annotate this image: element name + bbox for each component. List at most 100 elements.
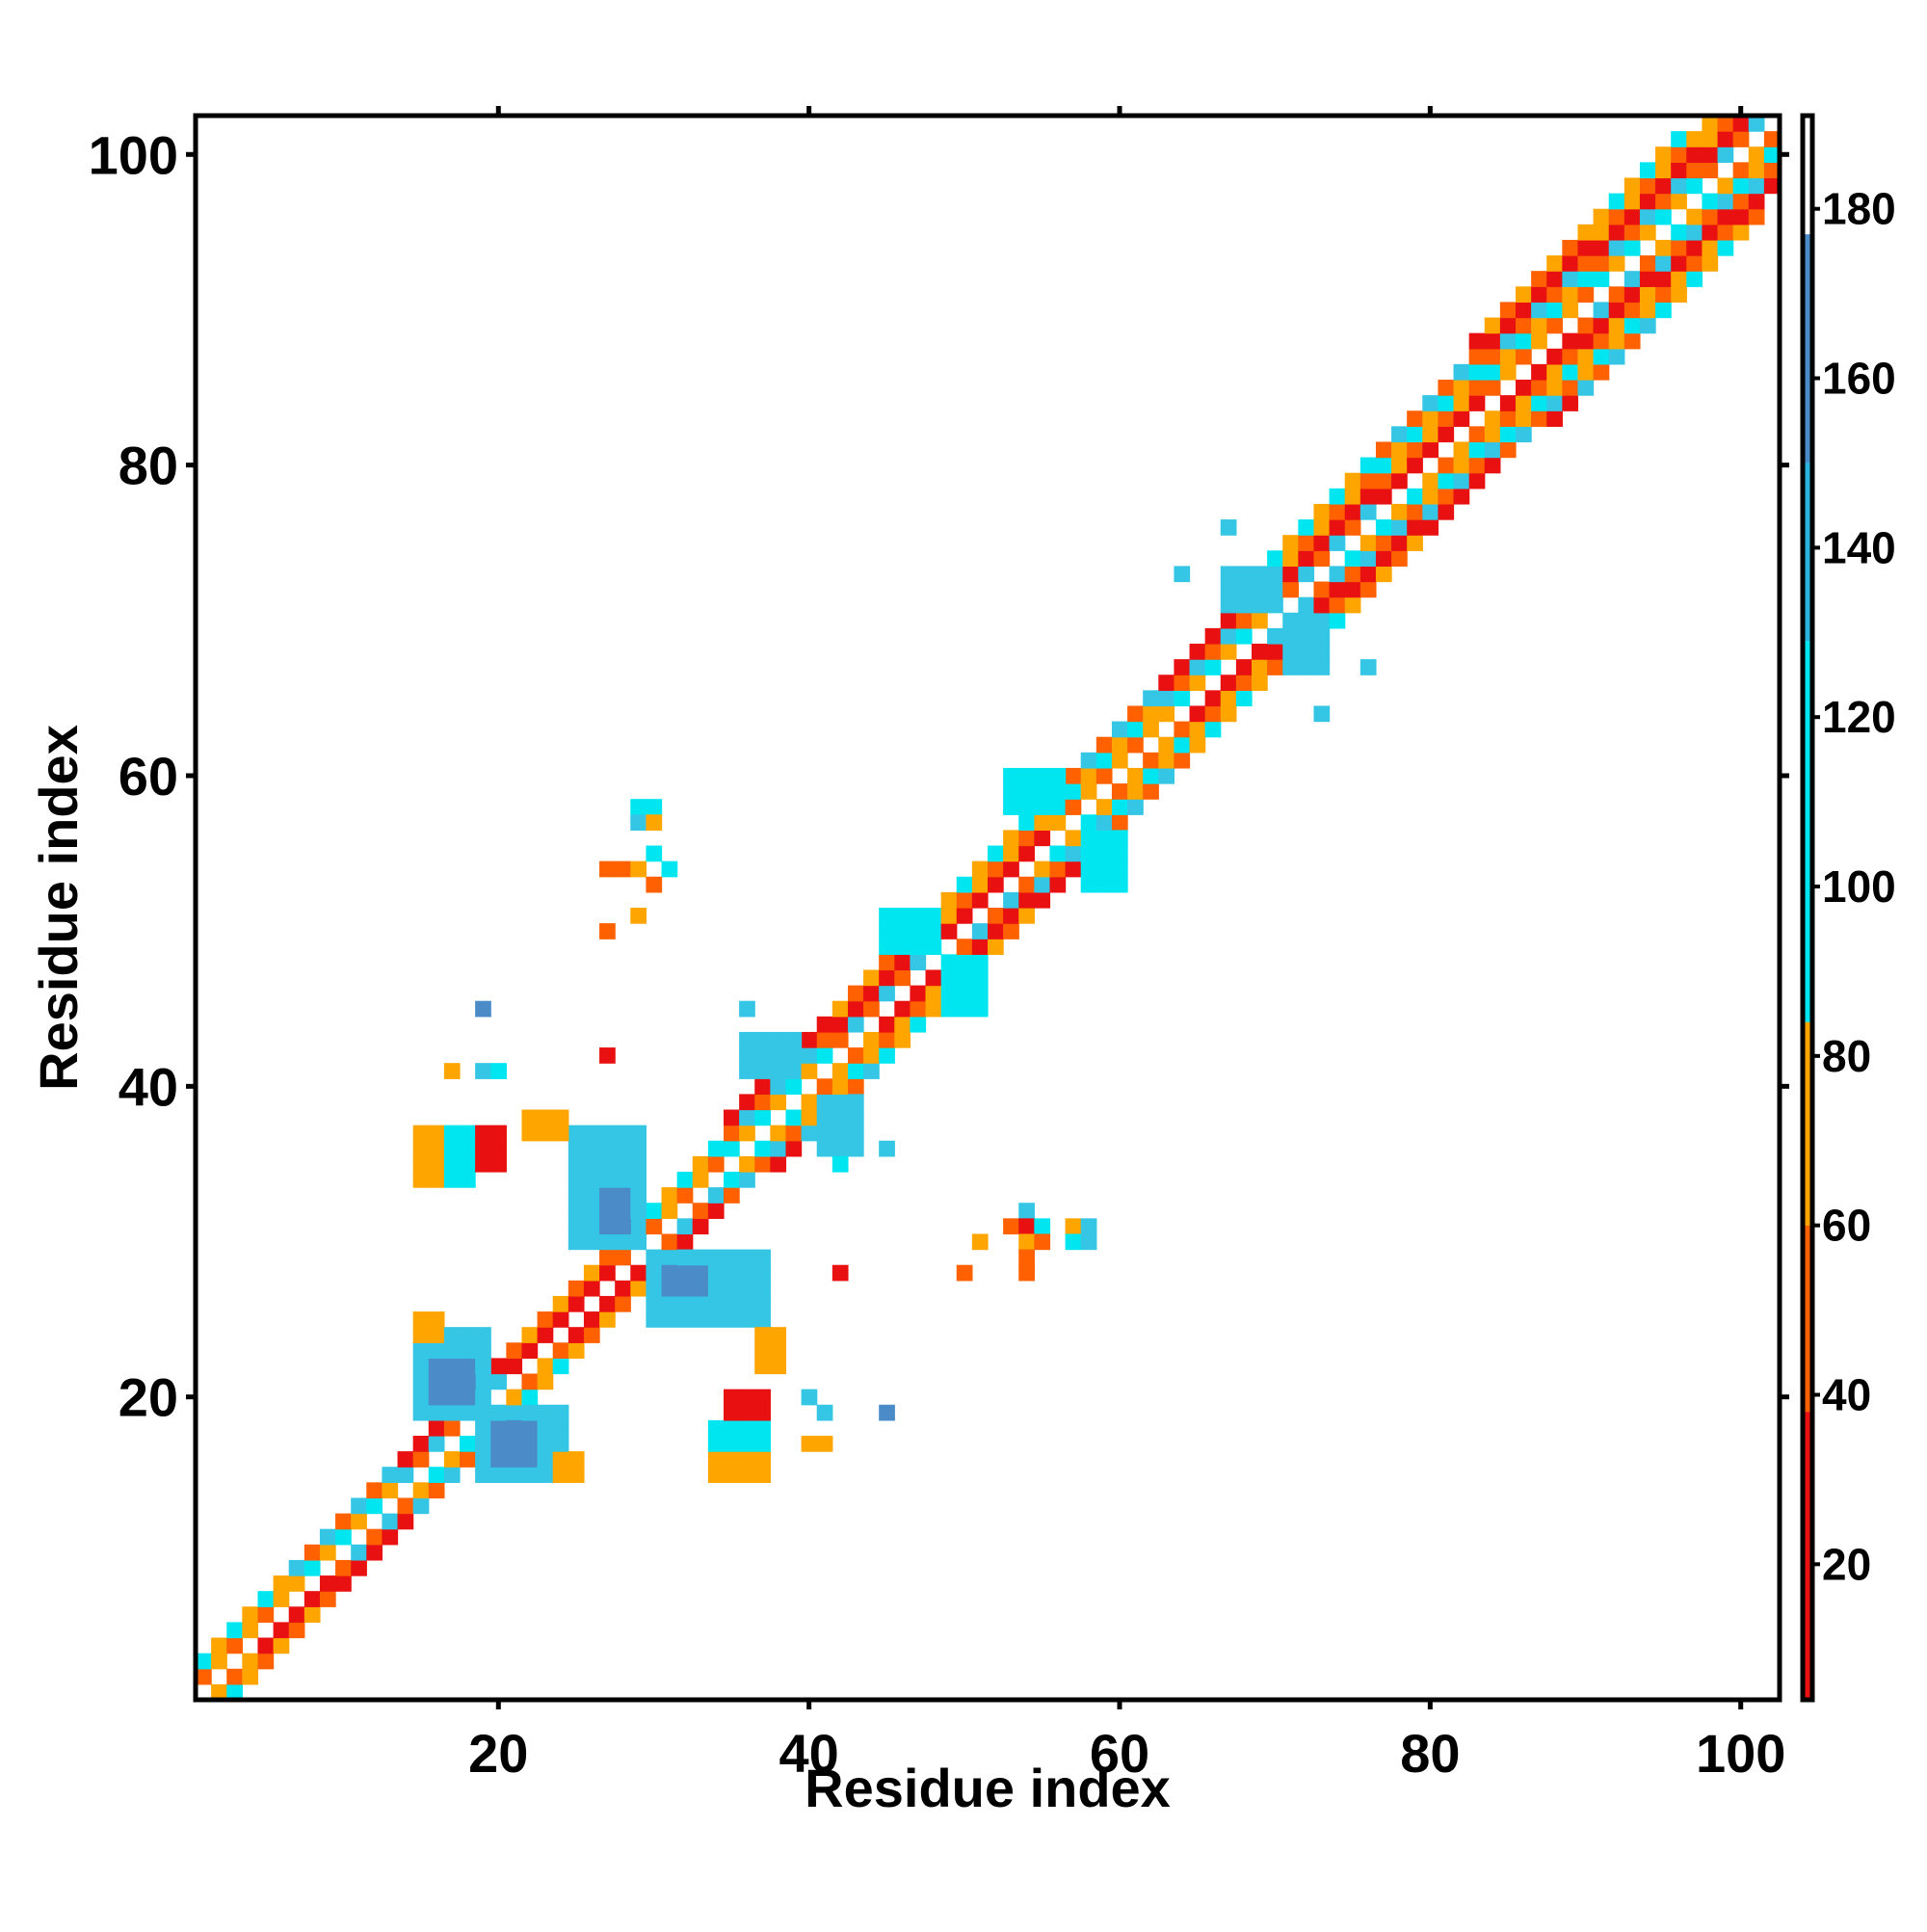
heatmap-cell [956,908,973,924]
heatmap-cell [1763,177,1781,195]
heatmap-cell [739,1172,755,1188]
heatmap-cell [1593,348,1610,365]
heatmap-cell [412,1389,430,1406]
heatmap-cell [1499,317,1517,334]
heatmap-cell [1671,224,1687,241]
heatmap-cell [661,1295,678,1312]
heatmap-cell [273,1591,290,1607]
heatmap-cell [940,891,958,909]
heatmap-cell [676,1233,694,1251]
heatmap-cell [1282,659,1299,675]
heatmap-cell [475,1436,491,1452]
heatmap-cell [1453,363,1470,381]
heatmap-cell [1407,426,1423,443]
heatmap-cell [1623,286,1641,304]
heatmap-cell [1438,488,1455,505]
heatmap-cell [754,1311,771,1328]
heatmap-cell [956,969,973,987]
heatmap-cell [1391,535,1408,551]
heatmap-cell [568,1233,585,1251]
heatmap-cell [475,1389,491,1406]
heatmap-cell [1282,550,1299,568]
heatmap-cell [1717,193,1734,210]
heatmap-cell [521,1451,539,1468]
heatmap-cell [366,1528,383,1546]
heatmap-cell [1623,208,1641,225]
heatmap-cell [692,1249,709,1266]
heatmap-cell [910,1000,927,1018]
heatmap-cell [257,1653,275,1670]
heatmap-cell [1298,612,1315,629]
heatmap-cell [1204,721,1222,738]
heatmap-cell [1623,193,1641,210]
heatmap-cell [1577,255,1595,272]
heatmap-cell [1531,363,1547,381]
colorbar-segment [1803,463,1812,642]
heatmap-cell [1174,736,1191,754]
heatmap-cell [537,1451,554,1468]
heatmap-cell [1702,255,1719,272]
heatmap-cell [1220,566,1237,583]
heatmap-cell [910,908,927,924]
heatmap-cell [412,1358,430,1375]
heatmap-cell [615,1295,631,1312]
heatmap-cell [832,1125,849,1142]
heatmap-cell [754,1358,771,1375]
heatmap-cell [1671,255,1687,272]
heatmap-cell [615,1218,631,1235]
heatmap-cell [1639,302,1656,319]
heatmap-cell [490,1125,507,1142]
heatmap-cell [894,923,911,940]
heatmap-cell [1499,410,1517,427]
heatmap-cell [1717,116,1734,132]
heatmap-cell [971,923,989,940]
heatmap-cell [661,860,678,878]
heatmap-cell [288,1559,305,1576]
heatmap-cell [707,1155,725,1173]
heatmap-cell [1003,830,1019,847]
heatmap-cell [506,1451,523,1468]
heatmap-cell [910,923,927,940]
heatmap-cell [1499,332,1517,350]
heatmap-cell [1639,317,1656,334]
heatmap-cell [956,1264,973,1282]
heatmap-cell [428,1311,445,1328]
heatmap-cell [785,1109,803,1126]
colorbar-frame [1800,113,1815,1703]
heatmap-cell [1748,193,1765,210]
heatmap-cell [1220,519,1237,536]
plot-frame [193,113,1782,1703]
heatmap-cell [707,1203,725,1219]
heatmap-cell [1655,146,1672,163]
heatmap-cell [676,1172,694,1188]
heatmap-cell [1499,348,1517,365]
heatmap-cell [1267,566,1283,583]
heatmap-cell [894,1016,911,1033]
heatmap-cell [707,1451,725,1468]
heatmap-cell [412,1404,430,1421]
heatmap-cell [428,1342,445,1360]
heatmap-cell [692,1311,709,1328]
heatmap-cell [801,1063,818,1079]
heatmap-cell [1220,705,1237,723]
heatmap-cell [956,876,973,893]
heatmap-cell [971,939,989,955]
heatmap-cell [1577,363,1595,381]
heatmap-cell [1546,302,1563,319]
heatmap-cell [490,1436,507,1452]
heatmap-cell [1562,302,1579,319]
heatmap-cell [1639,255,1656,272]
heatmap-cell [335,1528,352,1546]
colorbar-tick-label: 80 [1822,1031,1871,1081]
heatmap-cell [1127,767,1144,784]
heatmap-cell [816,1109,833,1126]
heatmap-cell [754,1280,771,1297]
heatmap-cell [428,1467,445,1483]
heatmap-cell [443,1155,461,1173]
heatmap-cell [196,1668,212,1685]
heatmap-cell [630,1264,647,1282]
colorbar-segment [1803,1412,1812,1700]
heatmap-cell [304,1544,321,1561]
heatmap-cell [226,1683,243,1701]
heatmap-cell [1577,271,1595,287]
